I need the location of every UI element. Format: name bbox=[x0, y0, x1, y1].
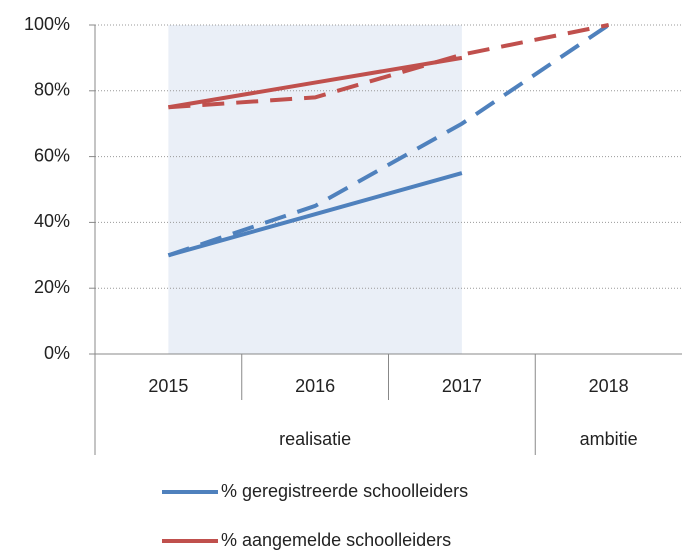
dashed-line bbox=[168, 23, 610, 110]
y-tick-label: 60% bbox=[34, 145, 70, 165]
shaded-region bbox=[168, 25, 462, 354]
line bbox=[167, 171, 463, 258]
group-label: ambitie bbox=[580, 429, 638, 449]
x-tick-label: 2016 bbox=[295, 376, 335, 396]
x-tick-label: 2017 bbox=[442, 376, 482, 396]
group-label: realisatie bbox=[279, 429, 351, 449]
legend-label: % geregistreerde schoolleiders bbox=[221, 481, 468, 501]
y-tick-label: 100% bbox=[24, 14, 70, 34]
y-tick-label: 20% bbox=[34, 277, 70, 297]
x-tick-label: 2018 bbox=[589, 376, 629, 396]
y-tick-label: 40% bbox=[34, 211, 70, 231]
y-tick-label: 0% bbox=[44, 343, 70, 363]
legend-label: % aangemelde schoolleiders bbox=[221, 530, 451, 550]
dashed-line bbox=[167, 23, 610, 258]
x-tick-label: 2015 bbox=[148, 376, 188, 396]
line bbox=[168, 55, 463, 110]
y-tick-label: 80% bbox=[34, 80, 70, 100]
